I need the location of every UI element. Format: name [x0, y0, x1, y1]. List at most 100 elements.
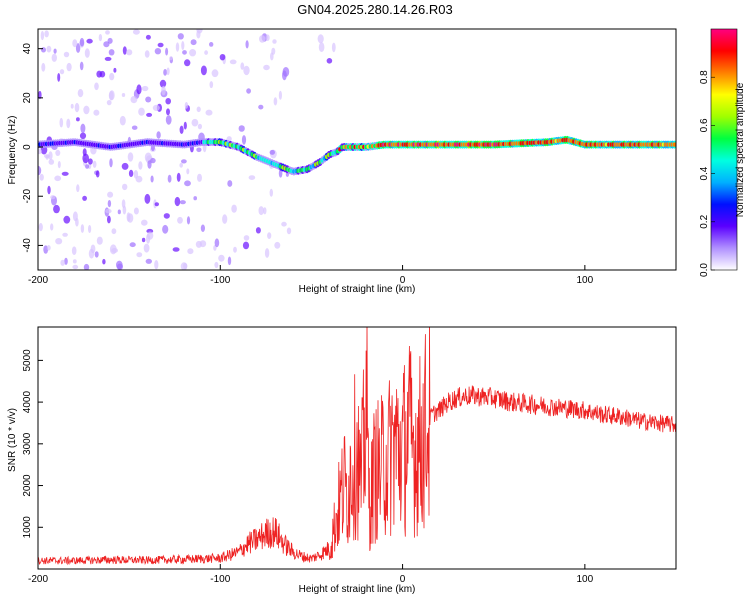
- noise-blob: [107, 215, 111, 224]
- noise-blob: [141, 237, 146, 243]
- noise-blob: [240, 62, 245, 70]
- noise-blob: [57, 73, 61, 82]
- page-title: GN04.2025.280.14.26.R03: [297, 2, 453, 17]
- noise-blob: [55, 238, 63, 245]
- noise-blob: [162, 224, 169, 234]
- snr-y-tick-label: 3000: [22, 432, 33, 455]
- noise-blob: [242, 241, 250, 250]
- signal-band-core: [672, 142, 676, 147]
- noise-blob: [57, 161, 61, 169]
- noise-blob: [94, 82, 99, 91]
- noise-blob: [272, 39, 277, 44]
- noise-blob: [186, 216, 191, 225]
- noise-blob: [41, 47, 46, 53]
- noise-blob: [184, 180, 191, 187]
- noise-blob: [132, 29, 140, 35]
- noise-blob: [72, 264, 79, 270]
- noise-blob: [117, 263, 123, 270]
- noise-blob: [75, 43, 81, 53]
- noise-blob: [46, 45, 52, 53]
- spectrogram-y-tick-label: 40: [22, 43, 33, 55]
- noise-blob: [61, 171, 69, 176]
- noise-blob: [154, 260, 159, 270]
- noise-blob: [255, 227, 261, 234]
- noise-blob: [133, 170, 139, 179]
- noise-blob: [136, 84, 142, 95]
- noise-blob: [122, 46, 127, 55]
- noise-blob: [82, 195, 87, 201]
- noise-blob: [263, 64, 270, 71]
- noise-blob: [181, 159, 187, 164]
- noise-blob: [127, 152, 134, 162]
- noise-blob: [166, 67, 170, 76]
- noise-blob: [154, 202, 159, 207]
- noise-blob: [177, 33, 184, 40]
- spectrogram-x-tick-label: 100: [577, 275, 594, 286]
- noise-blob: [231, 204, 237, 213]
- noise-blob: [136, 252, 143, 258]
- noise-blob: [267, 232, 272, 240]
- noise-blob: [62, 232, 68, 237]
- spectrogram-plot-frame: [37, 28, 677, 271]
- noise-blob: [144, 193, 151, 204]
- noise-blob: [40, 30, 45, 41]
- noise-blob: [197, 173, 202, 182]
- noise-blob: [243, 235, 250, 241]
- noise-blob: [145, 34, 151, 40]
- noise-blob: [274, 241, 281, 249]
- noise-blob: [108, 49, 115, 56]
- noise-blob: [122, 205, 127, 215]
- noise-blob: [51, 53, 57, 62]
- noise-blob: [98, 34, 103, 42]
- noise-blob: [211, 69, 219, 78]
- noise-blob: [86, 38, 93, 44]
- noise-blob: [71, 246, 77, 255]
- colorbar: 0.0 0.2 0.4 0.6 0.8 Normalized spectral ampl…: [699, 28, 746, 277]
- noise-blob: [79, 61, 84, 71]
- colorbar-tick-label: 0.4: [699, 166, 710, 180]
- spectrogram-y-tick-label: 0: [22, 144, 33, 150]
- noise-blob: [104, 56, 112, 61]
- snr-plot-frame: [37, 326, 677, 570]
- noise-blob: [80, 224, 85, 233]
- noise-blob: [146, 112, 153, 117]
- noise-blob: [38, 223, 43, 232]
- noise-blob: [39, 173, 44, 181]
- noise-blob: [80, 123, 86, 134]
- noise-blob: [92, 160, 97, 168]
- noise-blob: [241, 135, 247, 145]
- snr-x-tick-label: -100: [210, 574, 230, 585]
- noise-blob: [226, 136, 232, 142]
- noise-blob: [83, 263, 90, 270]
- noise-blob: [54, 175, 62, 182]
- noise-blob: [70, 103, 74, 109]
- noise-blob: [214, 238, 220, 248]
- noise-blob: [209, 81, 214, 89]
- colorbar-tick-label: 0.2: [699, 214, 710, 228]
- noise-blob: [179, 125, 184, 134]
- noise-blob: [179, 200, 186, 205]
- noise-blob: [317, 34, 324, 44]
- noise-blob: [165, 47, 169, 56]
- noise-blob: [109, 158, 113, 168]
- noise-blob: [264, 248, 270, 258]
- colorbar-tick-label: 0.8: [699, 70, 710, 84]
- noise-blob: [122, 183, 128, 191]
- noise-blob: [59, 69, 65, 75]
- noise-blob: [53, 204, 60, 214]
- colorbar-gradient: [710, 28, 738, 271]
- noise-blob: [205, 109, 213, 116]
- noise-blob: [47, 185, 51, 195]
- noise-blob: [77, 89, 84, 98]
- noise-blob: [163, 213, 170, 219]
- noise-blob: [95, 170, 100, 178]
- noise-blob: [259, 35, 266, 43]
- noise-blob: [141, 219, 148, 226]
- noise-blob: [200, 65, 207, 76]
- noise-blob: [88, 248, 95, 259]
- noise-blob: [229, 59, 237, 65]
- noise-blob: [196, 106, 201, 113]
- noise-blob: [107, 200, 112, 208]
